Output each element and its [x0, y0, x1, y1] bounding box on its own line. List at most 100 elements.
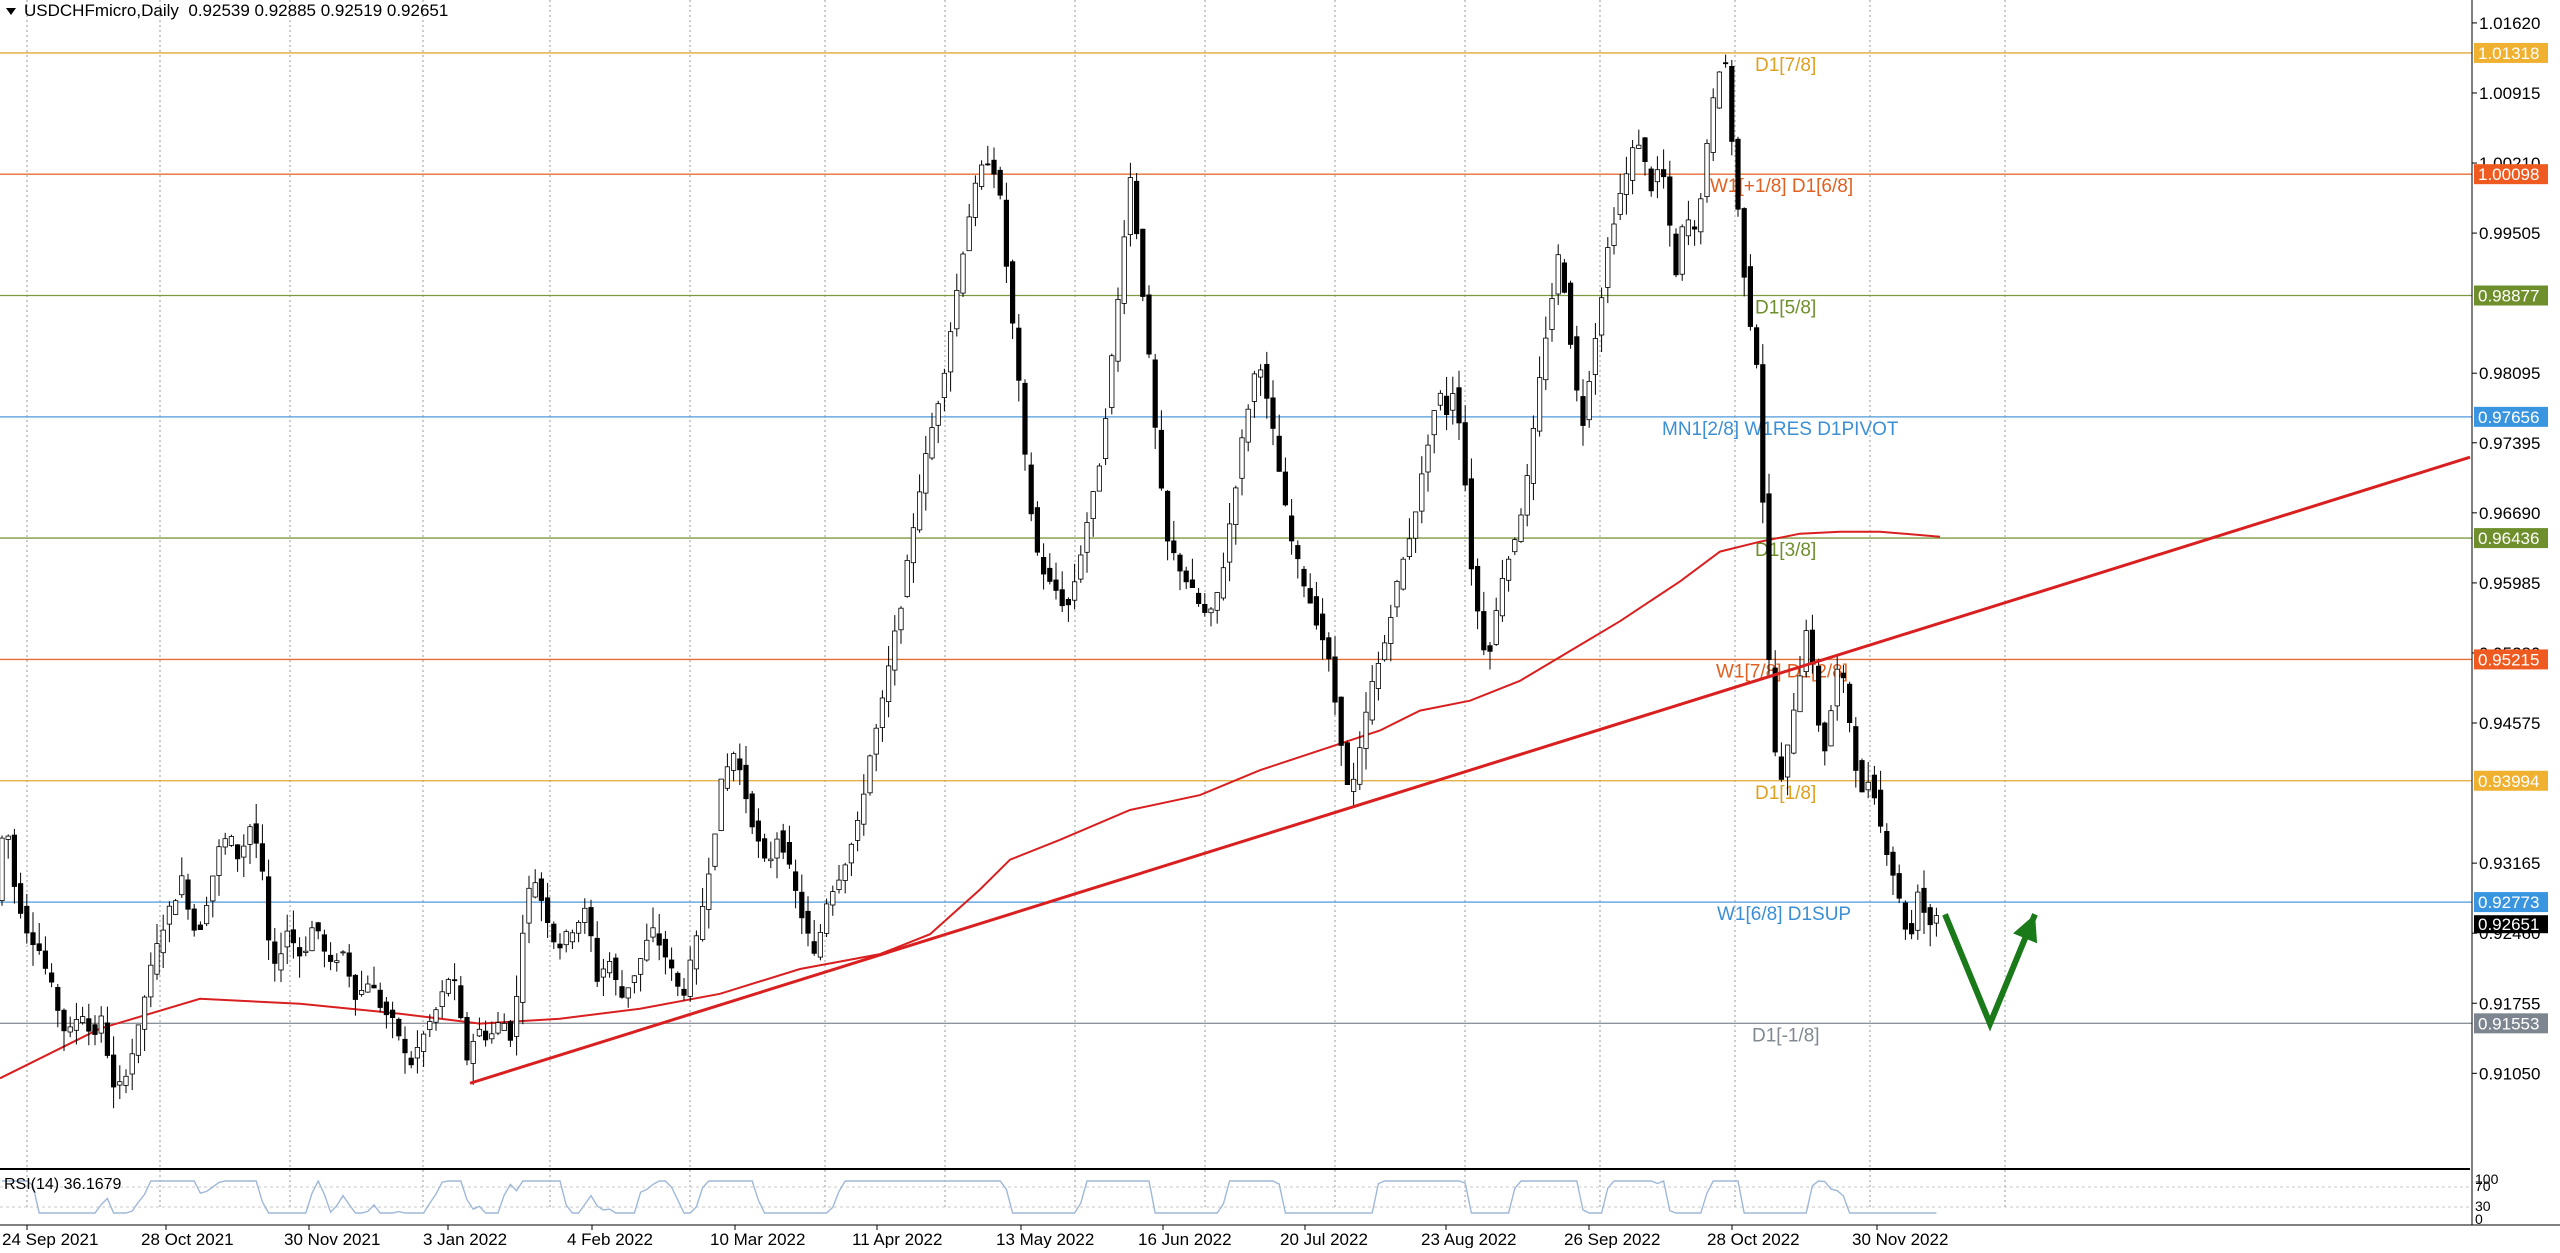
candle-body — [49, 972, 55, 983]
candle-body — [954, 289, 960, 330]
candle-body — [1667, 176, 1673, 226]
candle-body — [1803, 630, 1809, 672]
candle-body — [910, 527, 917, 564]
candle-body — [669, 959, 675, 969]
candle-body — [501, 1023, 507, 1032]
candle-body — [1003, 199, 1010, 267]
candle-body — [1475, 566, 1481, 612]
candle-body — [514, 996, 520, 1037]
candle-body — [743, 764, 749, 800]
candle-body — [1115, 298, 1121, 362]
candle-body — [1171, 540, 1177, 554]
current-price-label: 0.92651 — [2478, 915, 2539, 934]
y-tick-label-7: 0.95985 — [2479, 574, 2540, 593]
level-price-label-4: 0.96436 — [2478, 529, 2539, 548]
candle-body — [1933, 915, 1939, 924]
y-tick-label-9: 0.94575 — [2479, 714, 2540, 733]
rsi-line — [2, 1179, 1937, 1214]
candle-body — [1487, 645, 1493, 652]
level-price-label-5: 0.95215 — [2478, 650, 2539, 669]
candle-body — [1090, 491, 1096, 520]
candle-body — [1369, 681, 1375, 721]
candle-body — [1840, 672, 1846, 679]
candle-body — [681, 988, 687, 996]
candle-body — [111, 1054, 117, 1088]
ohlc-values: 0.92539 0.92885 0.92519 0.92651 — [188, 1, 449, 20]
candle-body — [1468, 478, 1474, 570]
x-tick-label-10: 23 Aug 2022 — [1421, 1230, 1516, 1248]
candle-body — [923, 453, 929, 494]
candle-body — [123, 1075, 129, 1086]
rsi-label: RSI(14) 36.1679 — [4, 1176, 122, 1193]
ma-line — [0, 530, 1941, 1080]
candle-body — [1264, 363, 1270, 399]
dropdown-triangle-icon[interactable] — [6, 8, 16, 16]
chart-header: USDCHFmicro,Daily 0.92539 0.92885 0.9251… — [6, 1, 448, 21]
candle-body — [1456, 387, 1462, 424]
candle-body — [445, 979, 452, 994]
candle-body — [272, 941, 278, 964]
candle-body — [234, 844, 241, 860]
projection-arrow[interactable] — [1942, 913, 2038, 1032]
candle-body — [1363, 711, 1369, 749]
candle-body — [1661, 169, 1667, 178]
candle-body — [1332, 656, 1338, 703]
candle-body — [1673, 233, 1679, 276]
candle-body — [1400, 558, 1406, 590]
candle-body — [1623, 173, 1629, 195]
candle-body — [811, 941, 817, 954]
candle-body — [1258, 369, 1264, 378]
grid-lines — [26, 0, 2006, 1210]
candle-body — [638, 958, 644, 975]
candle-body — [1847, 683, 1853, 724]
candle-body — [1692, 226, 1698, 230]
level-label-3: MN1[2/8] W1RES D1PIVOT — [1662, 419, 1899, 440]
candle-body — [563, 931, 569, 946]
y-tick-label-3: 0.99505 — [2479, 224, 2540, 243]
candle-body — [476, 1028, 483, 1037]
candle-body — [1530, 427, 1536, 484]
candle-body — [309, 927, 315, 952]
candle-body — [737, 758, 743, 771]
candle-body — [972, 182, 979, 218]
candle-body — [24, 905, 30, 934]
candle-body — [55, 987, 61, 1011]
candle-body — [253, 823, 259, 844]
x-tick-label-0: 24 Sep 2021 — [2, 1230, 98, 1248]
candle-body — [141, 996, 148, 1030]
candle-body — [1791, 709, 1797, 754]
candle-body — [396, 1018, 402, 1037]
candle-body — [979, 164, 985, 187]
candle-body — [1028, 464, 1034, 515]
candle-body — [613, 957, 619, 981]
candle-body — [1121, 236, 1127, 304]
y-tick-label-1: 1.00915 — [2479, 84, 2540, 103]
candle-body — [1512, 539, 1518, 553]
candle-body — [1543, 337, 1549, 381]
level-label-8: D1[-1/8] — [1752, 1025, 1820, 1046]
candle-body — [724, 766, 731, 789]
candle-body — [148, 964, 154, 998]
candle-body — [377, 989, 383, 1008]
candle-body — [185, 879, 191, 910]
candle-body — [780, 830, 786, 853]
candle-body — [135, 1024, 141, 1056]
candle-body — [1214, 592, 1220, 611]
candle-body — [1915, 891, 1921, 931]
candle-body — [1307, 588, 1313, 604]
x-tick-label-13: 30 Nov 2022 — [1852, 1230, 1948, 1248]
candle-body — [929, 427, 935, 459]
current-price-box — [2474, 915, 2548, 934]
candle-body — [768, 858, 774, 862]
candle-body — [352, 974, 359, 1000]
candle-body — [1406, 538, 1412, 557]
x-tick-label-9: 20 Jul 2022 — [1280, 1230, 1368, 1248]
trendline[interactable] — [469, 455, 2471, 1085]
candle-body — [1871, 774, 1877, 799]
candle-body — [1902, 902, 1908, 930]
candle-body — [1047, 567, 1053, 582]
candle-body — [1648, 168, 1654, 192]
x-tick-label-2: 30 Nov 2021 — [284, 1230, 380, 1248]
